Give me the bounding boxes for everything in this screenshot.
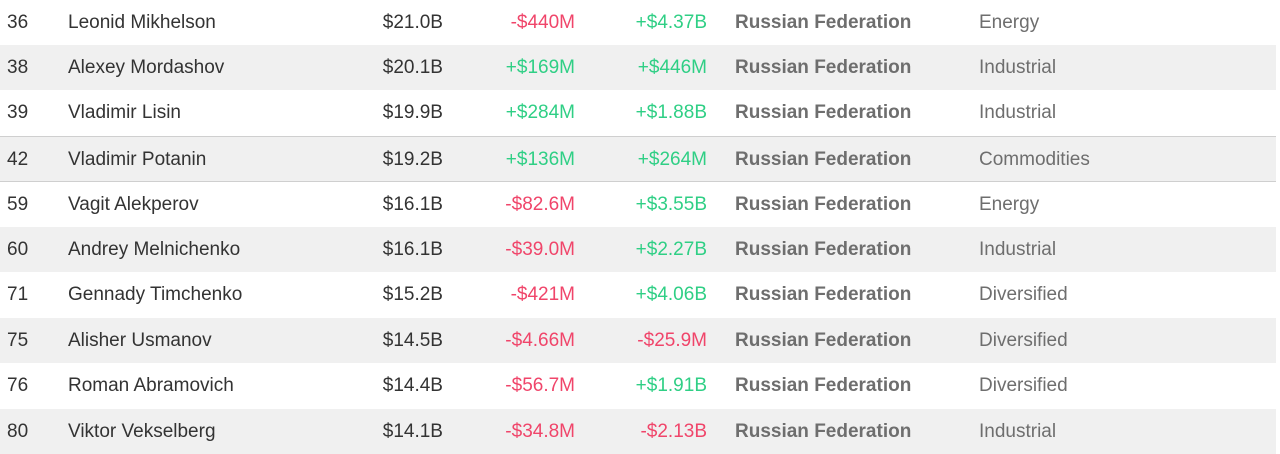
name-cell[interactable]: Vladimir Potanin xyxy=(68,149,207,170)
country-cell: Russian Federation xyxy=(735,102,912,123)
name-cell[interactable]: Andrey Melnichenko xyxy=(68,239,241,260)
table-row[interactable]: 39 Vladimir Lisin $19.9B +$284M +$1.88B … xyxy=(0,90,1276,135)
last-change-cell: -$34.8M xyxy=(505,421,575,442)
ytd-change-cell: +$3.55B xyxy=(635,194,707,215)
table-row[interactable]: 75 Alisher Usmanov $14.5B -$4.66M -$25.9… xyxy=(0,318,1276,363)
last-change-cell: -$421M xyxy=(510,284,575,305)
rank-cell: 59 xyxy=(7,194,29,215)
net-worth-cell: $14.5B xyxy=(382,330,443,351)
last-change-cell: -$82.6M xyxy=(505,194,575,215)
country-cell: Russian Federation xyxy=(735,12,912,33)
name-cell[interactable]: Roman Abramovich xyxy=(68,375,234,396)
industry-cell: Diversified xyxy=(979,375,1068,396)
last-change-cell: +$284M xyxy=(505,102,575,123)
ytd-change-cell: +$1.91B xyxy=(635,375,707,396)
table-row[interactable]: 80 Viktor Vekselberg $14.1B -$34.8M -$2.… xyxy=(0,409,1276,454)
name-cell[interactable]: Vladimir Lisin xyxy=(68,102,181,123)
net-worth-cell: $16.1B xyxy=(382,239,443,260)
last-change-cell: +$169M xyxy=(505,57,575,78)
name-cell[interactable]: Vagit Alekperov xyxy=(68,194,199,215)
rank-cell: 76 xyxy=(7,375,29,396)
table-row[interactable]: 36 Leonid Mikhelson $21.0B -$440M +$4.37… xyxy=(0,0,1276,45)
rank-cell: 38 xyxy=(7,57,29,78)
industry-cell: Industrial xyxy=(979,57,1057,78)
industry-cell: Energy xyxy=(979,12,1040,33)
ytd-change-cell: -$25.9M xyxy=(637,330,707,351)
industry-cell: Energy xyxy=(979,194,1040,215)
net-worth-cell: $19.9B xyxy=(382,102,443,123)
ytd-change-cell: +$264M xyxy=(637,149,707,170)
table-row[interactable]: 71 Gennady Timchenko $15.2B -$421M +$4.0… xyxy=(0,272,1276,317)
net-worth-cell: $15.2B xyxy=(382,284,443,305)
last-change-cell: -$440M xyxy=(510,12,575,33)
rank-cell: 71 xyxy=(7,284,29,305)
industry-cell: Industrial xyxy=(979,421,1057,442)
net-worth-cell: $14.4B xyxy=(382,375,443,396)
country-cell: Russian Federation xyxy=(735,284,912,305)
name-cell[interactable]: Alexey Mordashov xyxy=(68,57,225,78)
net-worth-cell: $21.0B xyxy=(382,12,443,33)
net-worth-cell: $20.1B xyxy=(382,57,443,78)
country-cell: Russian Federation xyxy=(735,149,912,170)
name-cell[interactable]: Viktor Vekselberg xyxy=(68,421,216,442)
country-cell: Russian Federation xyxy=(735,57,912,78)
country-cell: Russian Federation xyxy=(735,330,912,351)
rank-cell: 75 xyxy=(7,330,29,351)
ytd-change-cell: +$1.88B xyxy=(635,102,707,123)
country-cell: Russian Federation xyxy=(735,239,912,260)
country-cell: Russian Federation xyxy=(735,375,912,396)
industry-cell: Industrial xyxy=(979,102,1057,123)
last-change-cell: -$39.0M xyxy=(505,239,575,260)
net-worth-cell: $14.1B xyxy=(382,421,443,442)
name-cell[interactable]: Alisher Usmanov xyxy=(68,330,212,351)
industry-cell: Diversified xyxy=(979,330,1068,351)
rank-cell: 80 xyxy=(7,421,29,442)
table-row[interactable]: 76 Roman Abramovich $14.4B -$56.7M +$1.9… xyxy=(0,363,1276,408)
rank-cell: 60 xyxy=(7,239,29,260)
name-cell[interactable]: Leonid Mikhelson xyxy=(68,12,216,33)
ytd-change-cell: +$2.27B xyxy=(635,239,707,260)
table-row[interactable]: 60 Andrey Melnichenko $16.1B -$39.0M +$2… xyxy=(0,227,1276,272)
net-worth-cell: $19.2B xyxy=(382,149,443,170)
rank-cell: 42 xyxy=(7,149,29,170)
ytd-change-cell: +$4.37B xyxy=(635,12,707,33)
country-cell: Russian Federation xyxy=(735,421,912,442)
ytd-change-cell: +$446M xyxy=(637,57,707,78)
table-row[interactable]: 38 Alexey Mordashov $20.1B +$169M +$446M… xyxy=(0,45,1276,90)
last-change-cell: +$136M xyxy=(505,149,575,170)
name-cell[interactable]: Gennady Timchenko xyxy=(68,284,243,305)
last-change-cell: -$56.7M xyxy=(505,375,575,396)
net-worth-cell: $16.1B xyxy=(382,194,443,215)
table-row[interactable]: 42 Vladimir Potanin $19.2B +$136M +$264M… xyxy=(0,136,1276,181)
industry-cell: Diversified xyxy=(979,284,1068,305)
country-cell: Russian Federation xyxy=(735,194,912,215)
industry-cell: Commodities xyxy=(979,149,1090,170)
ytd-change-cell: -$2.13B xyxy=(640,421,707,442)
ytd-change-cell: +$4.06B xyxy=(635,284,707,305)
rank-cell: 36 xyxy=(7,12,29,33)
rank-cell: 39 xyxy=(7,102,29,123)
last-change-cell: -$4.66M xyxy=(505,330,575,351)
table-row[interactable]: 59 Vagit Alekperov $16.1B -$82.6M +$3.55… xyxy=(0,181,1276,226)
industry-cell: Industrial xyxy=(979,239,1057,260)
